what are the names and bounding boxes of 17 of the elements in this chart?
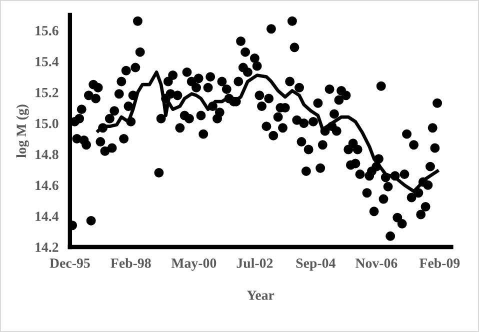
x-axis-title: Year <box>246 290 274 300</box>
x-tick-label: Dec-95 <box>50 258 90 268</box>
y-axis-title: log M (g) <box>16 104 29 158</box>
y-tick-label: 14.6 <box>36 180 58 190</box>
y-tick-label: 14.8 <box>36 150 58 160</box>
y-tick-label: 14.2 <box>36 242 58 252</box>
y-tick-label: 15.6 <box>36 26 58 36</box>
x-tick-label: Nov-06 <box>355 258 398 268</box>
x-tick-label: Jul-02 <box>236 258 273 268</box>
x-tick-label: Feb-09 <box>419 258 460 268</box>
x-tick-label: Sep-04 <box>296 258 336 271</box>
y-tick-label: 15.2 <box>36 88 58 98</box>
y-tick-label: 14.4 <box>36 212 59 222</box>
y-tick-label: 15.0 <box>36 118 58 128</box>
x-tick-label: Feb-98 <box>110 258 151 268</box>
x-tick-label: May-00 <box>171 258 216 271</box>
y-tick-label: 15.4 <box>36 57 59 66</box>
